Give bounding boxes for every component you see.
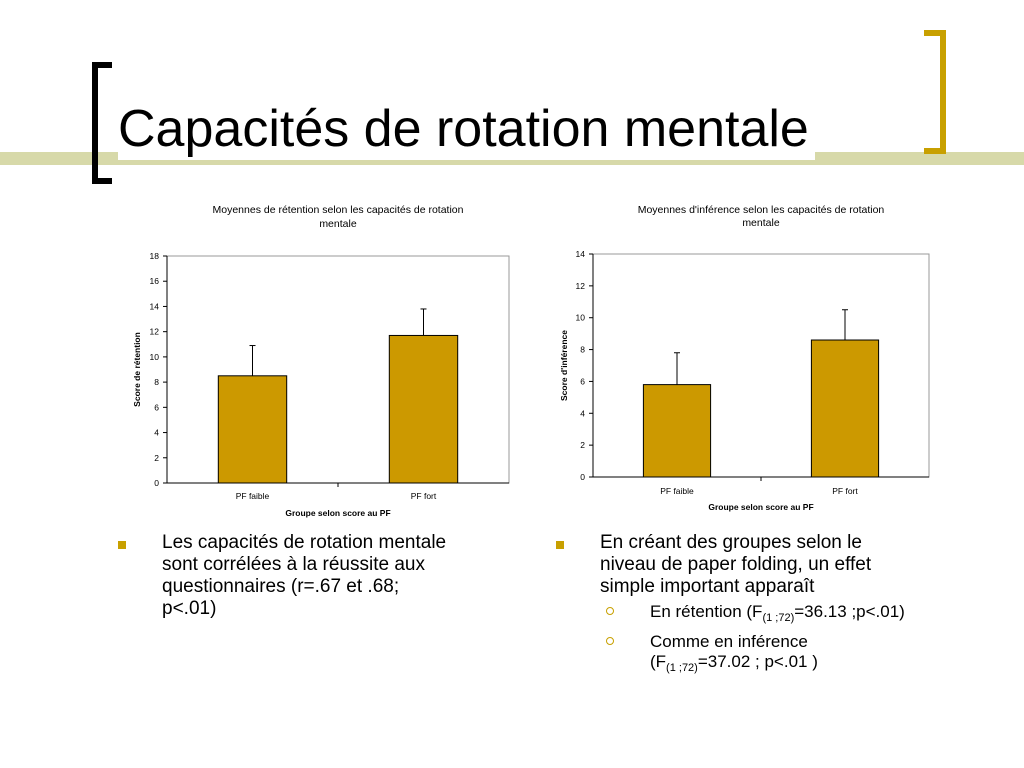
y-tick-label: 4	[154, 428, 159, 438]
y-tick-label: 2	[154, 453, 159, 463]
bar	[388, 334, 459, 484]
right-bullet-list: En créant des groupes selon le niveau de…	[556, 532, 976, 678]
x-category-label: PF fort	[411, 491, 437, 501]
square-bullet-icon	[118, 541, 126, 549]
chart-title-line: mentale	[742, 217, 780, 229]
left-bullet-list: Les capacités de rotation mentale sont c…	[118, 532, 518, 620]
y-tick-label: 0	[154, 478, 159, 488]
y-tick-label: 10	[576, 313, 586, 323]
sub-bullet-inference: Comme en inférence (F(1 ;72)=37.02 ; p<.…	[606, 632, 976, 678]
bar	[810, 339, 880, 478]
y-axis-label: Score d'inférence	[559, 330, 569, 401]
bar	[217, 375, 288, 484]
y-tick-label: 12	[576, 281, 586, 291]
bullet-line: Les capacités de rotation mentale	[162, 532, 447, 553]
y-tick-label: 16	[150, 276, 160, 286]
sub-text: En rétention (F	[650, 602, 763, 621]
chart-title-line: Moyennes de rétention selon les capacité…	[213, 204, 464, 216]
y-tick-label: 10	[150, 352, 160, 362]
y-tick-label: 4	[580, 408, 585, 418]
bullet-line: sont corrélées à la réussite aux	[162, 554, 425, 575]
circle-bullet-icon	[606, 637, 614, 645]
x-axis-label: Groupe selon score au PF	[285, 508, 390, 518]
chart-title-line: Moyennes d'inférence selon les capacités…	[638, 204, 885, 216]
x-category-label: PF faible	[236, 491, 270, 501]
sub-text: (F	[650, 652, 667, 671]
bullet-line: questionnaires (r=.67 et .68;	[162, 576, 400, 597]
y-tick-label: 6	[154, 402, 159, 412]
sub-bullet-retention: En rétention (F(1 ;72)=36.13 ;p<.01)	[606, 602, 976, 628]
y-tick-label: 14	[576, 249, 586, 259]
y-axis-label: Score de rétention	[132, 332, 142, 407]
y-tick-label: 0	[580, 472, 585, 482]
retention-bar-chart: Moyennes de rétention selon les capacité…	[132, 204, 510, 518]
y-tick-label: 8	[580, 345, 585, 355]
left-bracket-decoration	[92, 62, 112, 184]
right-bracket-decoration	[924, 30, 946, 154]
sub-text: =37.02 ; p<.01 )	[697, 652, 818, 671]
x-category-label: PF faible	[660, 486, 694, 496]
circle-bullet-icon	[606, 607, 614, 615]
bullet-line: En créant des groupes selon le	[600, 532, 862, 553]
slide-title: Capacités de rotation mentale	[118, 98, 815, 160]
x-axis-label: Groupe selon score au PF	[708, 502, 813, 512]
bullet-correlation: Les capacités de rotation mentale sont c…	[118, 532, 518, 620]
bullet-groups: En créant des groupes selon le niveau de…	[556, 532, 976, 598]
bullet-line: p<.01)	[162, 598, 217, 619]
y-tick-label: 6	[580, 376, 585, 386]
y-tick-label: 14	[150, 301, 160, 311]
y-tick-label: 12	[150, 327, 160, 337]
y-tick-label: 18	[150, 251, 160, 261]
subscript: (1 ;72)	[762, 612, 795, 624]
bar	[642, 384, 712, 478]
square-bullet-icon	[556, 541, 564, 549]
y-tick-label: 2	[580, 440, 585, 450]
chart-title-line: mentale	[319, 218, 357, 230]
sub-text: =36.13 ;p<.01)	[794, 602, 905, 621]
bullet-line: niveau de paper folding, un effet	[600, 554, 872, 575]
y-tick-label: 8	[154, 377, 159, 387]
inference-bar-chart: Moyennes d'inférence selon les capacités…	[559, 204, 930, 512]
sub-text: Comme en inférence	[650, 632, 808, 651]
subscript: (1 ;72)	[666, 662, 698, 674]
x-category-label: PF fort	[832, 486, 858, 496]
bullet-line: simple important apparaît	[600, 576, 815, 597]
